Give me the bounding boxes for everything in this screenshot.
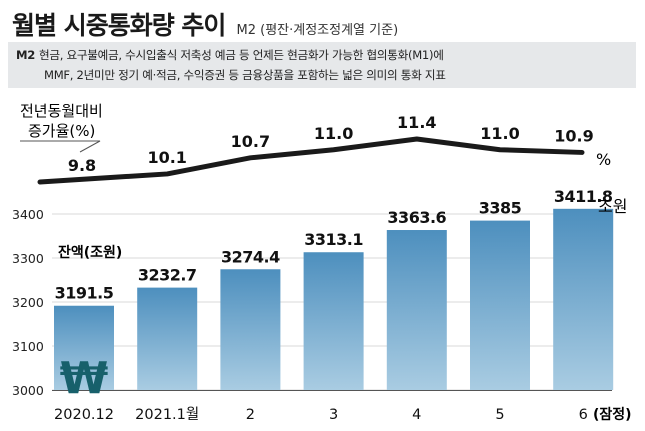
note-line-2: MMF, 2년미만 정기 예·적금, 수익증권 등 금융상품을 포함하는 넓은 …: [44, 68, 446, 82]
x-tick-label: 2020.12: [54, 407, 114, 423]
x-tick-label: 2021.1월: [135, 406, 199, 423]
growth-value-label: 10.9: [554, 126, 593, 145]
growth-value-label: 11.0: [314, 124, 353, 143]
balance-label: 잔액(조원): [58, 244, 122, 261]
bar-value-label: 3313.1: [304, 230, 363, 249]
x-tick-label: 2: [246, 407, 255, 423]
chart-title: 월별 시중통화량 추이: [12, 11, 226, 40]
growth-label-pointer: [20, 140, 101, 153]
chart-subtitle: M2 (평잔·계정조정계열 기준): [236, 23, 399, 38]
bar-value-label: 3363.6: [387, 208, 446, 227]
bar-value-label: 3411.8: [554, 187, 613, 206]
title-row: 월별 시중통화량 추이 M2 (평잔·계정조정계열 기준): [12, 6, 398, 42]
y-tick-label: 3000: [12, 383, 44, 398]
bar-value-label: 3191.5: [55, 284, 114, 303]
y-tick-label: 3100: [12, 339, 44, 354]
x-tick-label: 5: [495, 407, 504, 423]
y-tick-label: 3400: [12, 207, 44, 222]
note-tag: M2: [16, 48, 36, 62]
growth-value-label: 11.0: [480, 124, 519, 143]
y-tick-label: 3200: [12, 295, 44, 310]
bar: [303, 252, 364, 390]
bar-value-label: 3232.7: [138, 266, 197, 285]
growth-value-label: 10.1: [147, 148, 186, 167]
bar: [386, 230, 447, 390]
bar: [553, 208, 614, 390]
bar: [470, 220, 530, 390]
y-tick-label: 3300: [12, 251, 44, 266]
definition-note: M2 현금, 요구불예금, 수시입출식 저축성 예금 등 언제든 현금화가 가능한…: [8, 42, 636, 88]
bar: [54, 305, 114, 390]
note-line-1: M2 현금, 요구불예금, 수시입출식 저축성 예금 등 언제든 현금화가 가능한…: [16, 45, 628, 65]
pct-unit-suffix: %: [596, 150, 611, 169]
growth-label-line1: 전년동월대비: [20, 102, 103, 120]
x-tick-label: 4: [412, 407, 421, 423]
bar-value-label: 3274.4: [221, 247, 280, 266]
bar-value-label: 3385: [479, 199, 522, 218]
growth-value-label: 9.8: [68, 156, 96, 175]
growth-value-label: 10.7: [231, 132, 270, 151]
note-text-1: 현금, 요구불예금, 수시입출식 저축성 예금 등 언제든 현금화가 가능한 협…: [39, 48, 444, 62]
growth-value-label: 11.4: [397, 113, 436, 132]
growth-label-line2: 증가율(%): [28, 122, 95, 140]
provisional-note: (잠정): [593, 406, 632, 423]
won-unit-suffix: 조원: [598, 197, 627, 216]
x-tick-label: 6: [579, 407, 588, 423]
bar: [137, 287, 198, 390]
bar: [220, 269, 281, 390]
won-currency-icon: ₩: [60, 353, 109, 404]
x-tick-label: 3: [329, 407, 338, 423]
growth-rate-line: [37, 136, 585, 185]
